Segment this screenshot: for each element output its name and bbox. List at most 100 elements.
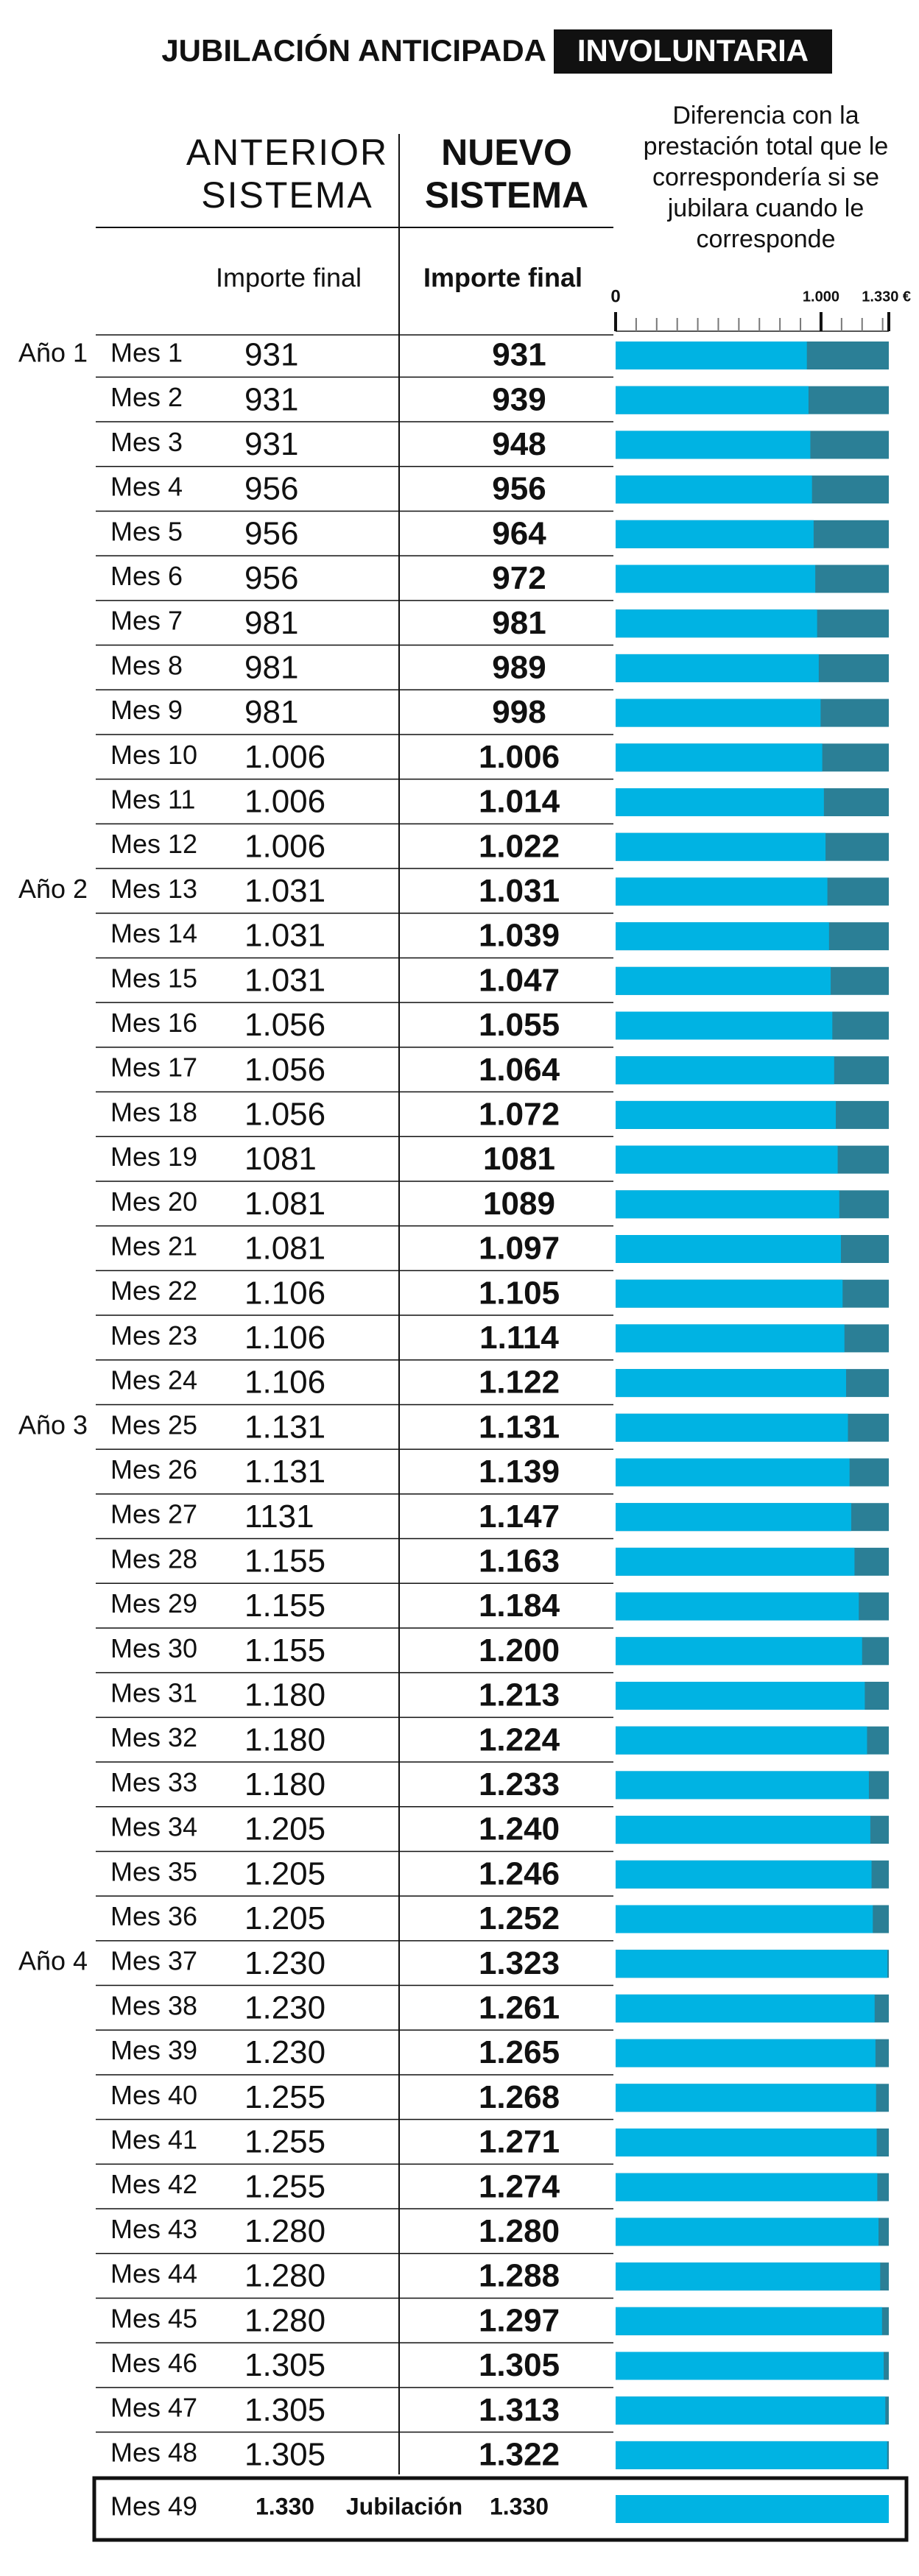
bar xyxy=(616,2352,884,2380)
new-value: 1.261 xyxy=(479,1990,560,2026)
month-label: Mes 4 xyxy=(110,472,183,502)
bar xyxy=(616,966,831,995)
new-value: 1.055 xyxy=(479,1007,560,1043)
new-value: 1.224 xyxy=(479,1722,560,1758)
old-value: 1.031 xyxy=(244,873,325,909)
month-label: Mes 12 xyxy=(110,829,197,859)
new-value: 1.139 xyxy=(479,1454,560,1490)
new-value: 1.323 xyxy=(479,1945,560,1981)
new-value: 1.131 xyxy=(479,1409,560,1445)
old-value: 1.230 xyxy=(244,1990,325,2026)
new-value: 1.252 xyxy=(479,1900,560,1936)
month-label: Mes 29 xyxy=(110,1588,197,1618)
new-value: 1.288 xyxy=(479,2258,560,2294)
month-label: Mes 1 xyxy=(110,338,183,368)
bar xyxy=(616,1279,843,1308)
new-value: 1.047 xyxy=(479,962,560,998)
old-value: 981 xyxy=(244,650,298,686)
bar xyxy=(616,832,826,861)
new-value: 956 xyxy=(492,471,546,507)
month-label: Mes 41 xyxy=(110,2125,197,2155)
month-label: Mes 27 xyxy=(110,1499,197,1529)
month-label: Mes 18 xyxy=(110,1097,197,1127)
new-value: 1.297 xyxy=(479,2302,560,2338)
bar xyxy=(616,1145,838,1174)
month-label: Mes 3 xyxy=(110,427,183,457)
old-value: 1.255 xyxy=(244,2168,325,2204)
month-label: Mes 23 xyxy=(110,1320,197,1351)
new-value: 1.072 xyxy=(479,1097,560,1133)
old-value: 1.006 xyxy=(244,739,325,775)
old-value: 1.205 xyxy=(244,1811,325,1847)
month-label: Mes 15 xyxy=(110,963,197,993)
year-label: Año 2 xyxy=(18,874,88,904)
old-value: 1.305 xyxy=(244,2347,325,2383)
bar xyxy=(616,2262,881,2291)
month-label: Mes 5 xyxy=(110,516,183,546)
month-label: Mes 40 xyxy=(110,2080,197,2110)
new-value: 1.330 xyxy=(490,2493,549,2519)
final-label: Jubilación xyxy=(346,2493,462,2519)
old-value: 956 xyxy=(244,471,298,507)
old-value: 981 xyxy=(244,605,298,641)
new-value: 964 xyxy=(492,515,546,551)
bar xyxy=(616,1413,848,1442)
year-label: Año 1 xyxy=(18,338,88,368)
x-tick-label: 0 xyxy=(610,286,620,306)
old-value: 1.155 xyxy=(244,1588,325,1624)
month-label: Mes 35 xyxy=(110,1856,197,1886)
new-header: NUEVO SISTEMA xyxy=(424,132,589,216)
new-value: 1.246 xyxy=(479,1855,560,1892)
note: Diferencia con la prestación total que l… xyxy=(643,102,889,253)
month-label: Mes 22 xyxy=(110,1275,197,1306)
bar xyxy=(616,1190,839,1219)
old-value: 956 xyxy=(244,515,298,551)
bar xyxy=(616,1011,833,1040)
new-value: 1.147 xyxy=(479,1498,560,1535)
bar xyxy=(616,1100,837,1129)
new-value: 1.022 xyxy=(479,828,560,864)
x-tick-label: 1.330 € xyxy=(862,289,911,305)
month-label: Mes 21 xyxy=(110,1231,197,1262)
month-label: Mes 26 xyxy=(110,1454,197,1485)
bar xyxy=(616,2084,876,2112)
bar xyxy=(616,1726,867,1755)
old-value: 1.106 xyxy=(244,1320,325,1356)
month-label: Mes 39 xyxy=(110,2035,197,2065)
month-label: Mes 30 xyxy=(110,1633,197,1663)
month-label: Mes 13 xyxy=(110,874,197,904)
old-value: 931 xyxy=(244,381,298,417)
new-value: 1.097 xyxy=(479,1231,560,1267)
old-value: 1.031 xyxy=(244,962,325,998)
month-label: Mes 44 xyxy=(110,2259,197,2289)
bar xyxy=(616,1235,842,1263)
old-value: 1.106 xyxy=(244,1275,325,1311)
old-subheader: Importe final xyxy=(216,263,362,293)
bar xyxy=(616,1860,872,1889)
bar xyxy=(616,2307,882,2335)
bar xyxy=(616,431,811,459)
new-value: 1.064 xyxy=(479,1052,560,1088)
old-value: 1.056 xyxy=(244,1097,325,1133)
bar xyxy=(616,2039,876,2067)
old-value: 1.280 xyxy=(244,2258,325,2294)
old-value: 1.255 xyxy=(244,2079,325,2115)
title: JUBILACIÓN ANTICIPADA xyxy=(161,32,546,68)
month-label: Mes 43 xyxy=(110,2214,197,2244)
new-value: 1.184 xyxy=(479,1588,560,1624)
old-value: 1.056 xyxy=(244,1007,325,1043)
new-value: 1.265 xyxy=(479,2034,560,2070)
new-value: 981 xyxy=(492,605,546,641)
new-value: 1.014 xyxy=(479,784,560,820)
bar xyxy=(616,1503,851,1532)
new-value: 1.213 xyxy=(479,1677,560,1713)
old-value: 931 xyxy=(244,337,298,373)
new-value: 1.274 xyxy=(479,2168,560,2204)
old-value: 981 xyxy=(244,694,298,730)
month-label: Mes 42 xyxy=(110,2169,197,2199)
bar xyxy=(616,1324,845,1353)
month-label: Mes 33 xyxy=(110,1767,197,1797)
new-value: 989 xyxy=(492,650,546,686)
old-value: 1.006 xyxy=(244,828,325,864)
bar xyxy=(616,1458,850,1487)
